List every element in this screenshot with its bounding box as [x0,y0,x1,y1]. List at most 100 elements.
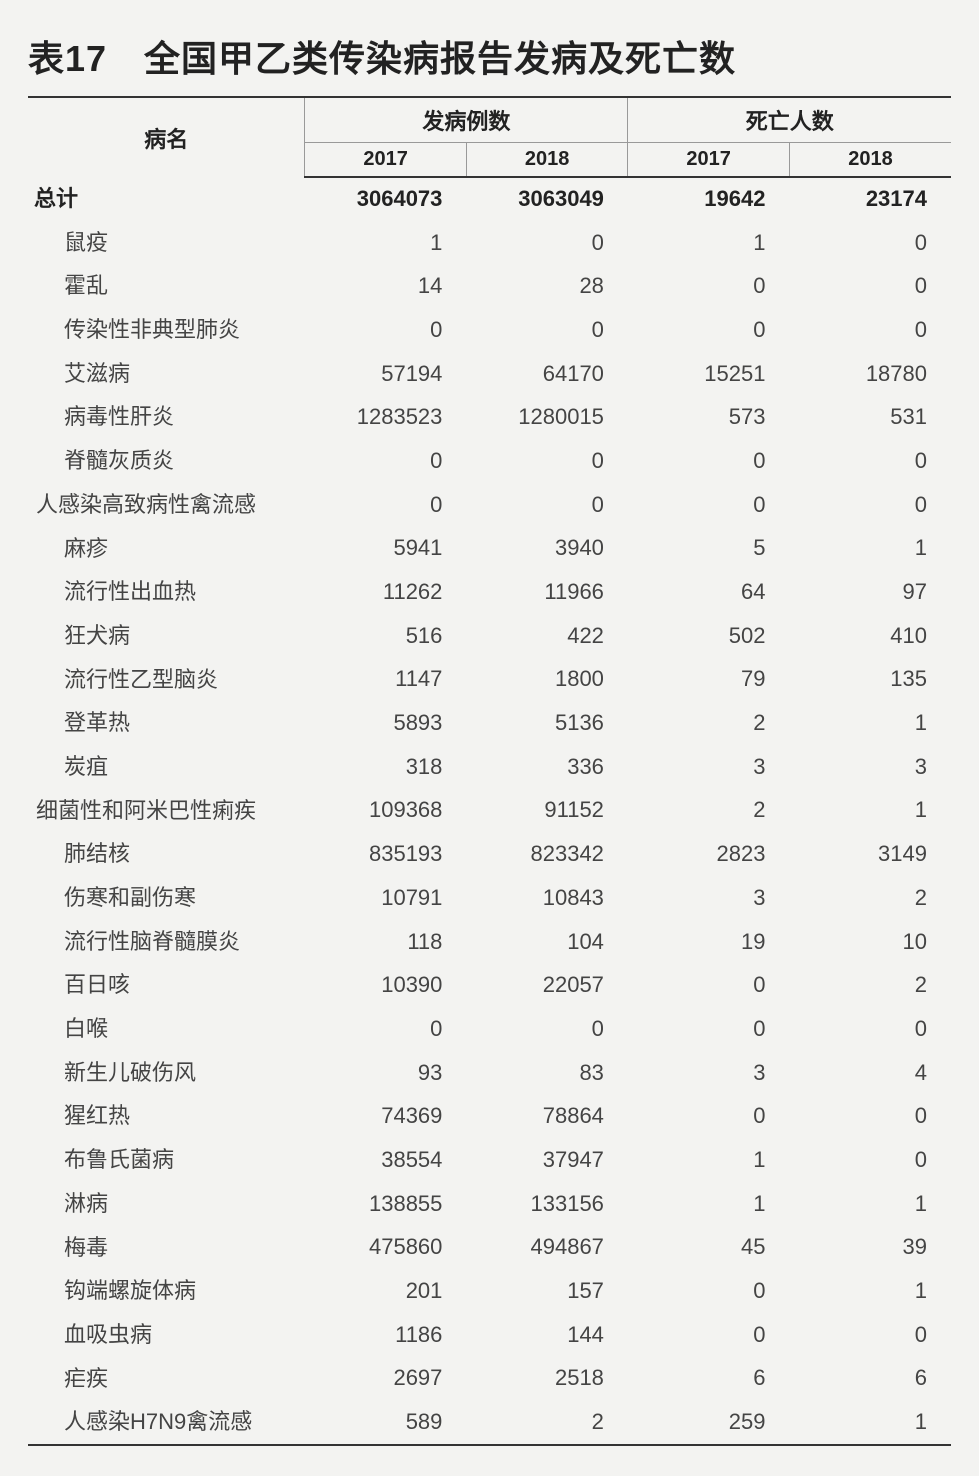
deaths-value: 0 [789,1138,951,1182]
disease-name: 疟疾 [28,1357,305,1401]
cases-value: 201 [305,1269,467,1313]
cases-value: 0 [466,483,628,527]
cases-value: 516 [305,614,467,658]
deaths-value: 15251 [628,352,790,396]
cases-value: 14 [305,264,467,308]
cases-value: 3940 [466,527,628,571]
deaths-value: 135 [789,658,951,702]
cases-value: 0 [305,1007,467,1051]
disease-name: 传染性非典型肺炎 [28,308,305,352]
disease-name: 猩红热 [28,1094,305,1138]
cases-value: 118 [305,920,467,964]
deaths-value: 259 [628,1400,790,1445]
deaths-value: 0 [628,264,790,308]
cases-value: 10390 [305,963,467,1007]
total-deaths-2018: 23174 [789,177,951,221]
cases-value: 5893 [305,701,467,745]
header-name: 病名 [28,97,305,177]
table-row: 新生儿破伤风938334 [28,1051,951,1095]
cases-value: 83 [466,1051,628,1095]
table-row: 流行性脑脊髓膜炎1181041910 [28,920,951,964]
disease-name: 鼠疫 [28,221,305,265]
table-row: 狂犬病516422502410 [28,614,951,658]
cases-value: 57194 [305,352,467,396]
deaths-value: 2 [628,789,790,833]
disease-name: 狂犬病 [28,614,305,658]
table-row: 猩红热743697886400 [28,1094,951,1138]
table-row: 布鲁氏菌病385543794710 [28,1138,951,1182]
deaths-value: 0 [789,483,951,527]
disease-name: 病毒性肝炎 [28,395,305,439]
disease-name: 麻疹 [28,527,305,571]
cases-value: 11966 [466,570,628,614]
deaths-value: 2823 [628,832,790,876]
total-deaths-2017: 19642 [628,177,790,221]
disease-name: 淋病 [28,1182,305,1226]
total-cases-2017: 3064073 [305,177,467,221]
cases-value: 1800 [466,658,628,702]
cases-value: 2518 [466,1357,628,1401]
disease-name: 流行性乙型脑炎 [28,658,305,702]
deaths-value: 1 [789,1269,951,1313]
header-cases-2018: 2018 [466,143,628,178]
deaths-value: 2 [628,701,790,745]
table-row: 传染性非典型肺炎0000 [28,308,951,352]
disease-name: 人感染高致病性禽流感 [28,483,305,527]
deaths-value: 3 [789,745,951,789]
table-row: 肺结核83519382334228233149 [28,832,951,876]
deaths-value: 573 [628,395,790,439]
total-cases-2018: 3063049 [466,177,628,221]
disease-name: 新生儿破伤风 [28,1051,305,1095]
cases-value: 93 [305,1051,467,1095]
table-row: 白喉0000 [28,1007,951,1051]
deaths-value: 2 [789,963,951,1007]
cases-value: 0 [305,483,467,527]
cases-value: 1186 [305,1313,467,1357]
cases-value: 2 [466,1400,628,1445]
cases-value: 157 [466,1269,628,1313]
disease-name: 流行性出血热 [28,570,305,614]
deaths-value: 0 [628,483,790,527]
table-row: 人感染H7N9禽流感58922591 [28,1400,951,1445]
deaths-value: 4 [789,1051,951,1095]
table-row: 伤寒和副伤寒107911084332 [28,876,951,920]
disease-name: 钩端螺旋体病 [28,1269,305,1313]
deaths-value: 1 [789,701,951,745]
cases-value: 22057 [466,963,628,1007]
deaths-value: 1 [628,221,790,265]
cases-value: 494867 [466,1226,628,1270]
deaths-value: 0 [789,1313,951,1357]
deaths-value: 3 [628,876,790,920]
deaths-value: 0 [789,308,951,352]
table-row: 梅毒4758604948674539 [28,1226,951,1270]
cases-value: 0 [466,221,628,265]
disease-name: 人感染H7N9禽流感 [28,1400,305,1445]
deaths-value: 3 [628,1051,790,1095]
table-title: 表17 全国甲乙类传染病报告发病及死亡数 [28,30,951,82]
deaths-value: 5 [628,527,790,571]
cases-value: 138855 [305,1182,467,1226]
header-deaths: 死亡人数 [628,97,951,143]
cases-value: 144 [466,1313,628,1357]
deaths-value: 1 [789,1182,951,1226]
disease-name: 布鲁氏菌病 [28,1138,305,1182]
deaths-value: 2 [789,876,951,920]
cases-value: 64170 [466,352,628,396]
deaths-value: 410 [789,614,951,658]
disease-name: 炭疽 [28,745,305,789]
table-row: 细菌性和阿米巴性痢疾1093689115221 [28,789,951,833]
cases-value: 10843 [466,876,628,920]
cases-value: 11262 [305,570,467,614]
deaths-value: 10 [789,920,951,964]
deaths-value: 0 [789,1007,951,1051]
disease-name: 登革热 [28,701,305,745]
deaths-value: 97 [789,570,951,614]
table-row: 钩端螺旋体病20115701 [28,1269,951,1313]
cases-value: 336 [466,745,628,789]
table-row: 病毒性肝炎12835231280015573531 [28,395,951,439]
cases-value: 475860 [305,1226,467,1270]
deaths-value: 39 [789,1226,951,1270]
deaths-value: 0 [628,1007,790,1051]
deaths-value: 6 [789,1357,951,1401]
disease-name: 百日咳 [28,963,305,1007]
